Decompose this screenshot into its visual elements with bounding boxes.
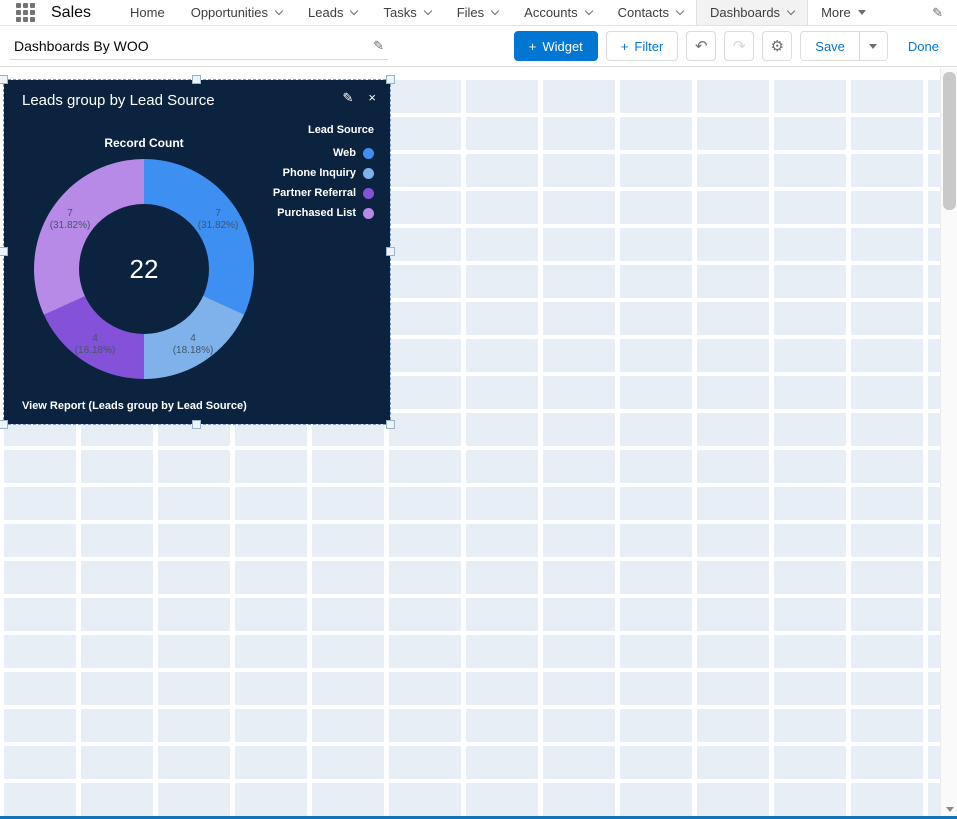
edit-widget-pencil-icon[interactable]: ✎	[342, 90, 354, 105]
nav-item-more[interactable]: More	[808, 0, 879, 25]
nav-item-label: Contacts	[617, 5, 669, 20]
save-dropdown-button[interactable]	[859, 31, 888, 61]
arrow-down-icon	[945, 807, 954, 812]
done-button-label: Done	[907, 38, 939, 54]
selected-widget-container[interactable]: Leads group by Lead Source ✎ × Record Co…	[0, 75, 395, 429]
legend-dot	[363, 187, 374, 199]
edit-title-pencil-icon[interactable]: ✎	[373, 37, 384, 53]
chevron-down-icon	[786, 6, 796, 15]
chevron-down-icon	[274, 6, 284, 15]
scrollbar-thumb[interactable]	[943, 72, 956, 210]
plus-icon: +	[620, 38, 629, 54]
resize-handle-middle-right[interactable]	[386, 247, 395, 256]
nav-item-opportunities[interactable]: Opportunities	[178, 0, 295, 25]
resize-handle-bottom-right[interactable]	[386, 420, 395, 429]
chevron-down-icon	[423, 6, 432, 15]
dashboard-title: Dashboards By WOO	[14, 37, 149, 54]
chart-legend: Lead Source Web Phone Inquiry Partner Re…	[273, 124, 374, 219]
nav-item-label: Accounts	[524, 5, 578, 20]
gear-icon: ⚙	[770, 38, 784, 55]
nav-item-contacts[interactable]: Contacts	[605, 0, 696, 25]
legend-title: Lead Source	[307, 124, 374, 136]
legend-item-phone-inquiry[interactable]: Phone Inquiry	[283, 167, 374, 179]
nav-item-label: Dashboards	[709, 5, 781, 20]
caret-down-icon	[857, 10, 866, 15]
legend-dot	[363, 167, 374, 179]
widget-actions: ✎ ×	[343, 90, 377, 106]
nav-item-label: Files	[456, 5, 485, 20]
dashboard-title-field[interactable]: Dashboards By WOO ✎	[10, 33, 388, 60]
legend-label: Partner Referral	[272, 187, 356, 199]
resize-handle-top-left[interactable]	[0, 75, 8, 84]
resize-handle-bottom-left[interactable]	[0, 420, 8, 429]
edit-navigation-pencil-icon[interactable]: ✎	[932, 4, 943, 20]
slice-label-partner-referral: 4 (18.18%)	[74, 333, 116, 356]
donut-center-total: 22	[79, 204, 209, 334]
undo-button[interactable]: ↶	[686, 31, 717, 61]
nav-item-leads[interactable]: Leads	[295, 0, 370, 25]
chart-title: Record Count	[104, 136, 184, 150]
legend-item-partner-referral[interactable]: Partner Referral	[273, 187, 374, 199]
app-name: Sales	[51, 3, 92, 21]
plus-icon: +	[528, 38, 537, 54]
legend-label: Web	[332, 147, 356, 159]
resize-handle-middle-left[interactable]	[0, 247, 8, 256]
scrollbar-down-button[interactable]	[941, 802, 957, 817]
legend-label: Phone Inquiry	[282, 167, 356, 179]
chevron-down-icon	[350, 6, 359, 15]
filter-button-label: Filter	[634, 38, 664, 54]
nav-item-dashboards[interactable]: Dashboards	[695, 0, 809, 25]
legend-dot	[363, 207, 374, 219]
nav-item-label: Home	[130, 5, 165, 20]
caret-down-icon	[869, 43, 878, 49]
nav-item-accounts[interactable]: Accounts	[511, 0, 604, 25]
toolbar-actions: + Widget + Filter ↶ ↷ ⚙ Save Done	[513, 31, 947, 61]
slice-label-web: 7 (31.82%)	[197, 208, 239, 231]
dashboard-properties-button[interactable]: ⚙	[762, 31, 793, 61]
legend-item-web[interactable]: Web	[333, 147, 374, 159]
donut-chart-area: 22 7 (31.82%) 4 (18.18%) 4 (18.18%) 7 (3…	[34, 159, 254, 379]
resize-handle-top-middle[interactable]	[192, 75, 201, 84]
save-button-label: Save	[815, 38, 845, 54]
redo-button[interactable]: ↷	[724, 31, 755, 61]
save-button[interactable]: Save	[800, 31, 860, 61]
chevron-down-icon	[490, 6, 500, 15]
slice-label-purchased-list: 7 (31.82%)	[49, 208, 91, 231]
chevron-down-icon	[675, 6, 685, 15]
chevron-down-icon	[584, 6, 593, 15]
nav-item-label: More	[821, 5, 851, 20]
remove-widget-close-icon[interactable]: ×	[368, 90, 376, 105]
slice-label-phone-inquiry: 4 (18.18%)	[172, 333, 214, 356]
add-widget-button[interactable]: + Widget	[513, 31, 598, 61]
widget-button-label: Widget	[542, 38, 583, 54]
chart-widget[interactable]: Leads group by Lead Source ✎ × Record Co…	[4, 80, 390, 424]
total-records-value: 22	[129, 253, 159, 284]
save-split-button: Save	[800, 31, 888, 61]
resize-handle-bottom-middle[interactable]	[192, 420, 201, 429]
done-button[interactable]: Done	[900, 31, 947, 61]
nav-item-label: Tasks	[383, 5, 417, 20]
nav-item-tasks[interactable]: Tasks	[370, 0, 443, 25]
nav-item-label: Opportunities	[190, 5, 269, 20]
legend-dot	[363, 147, 374, 159]
legend-item-purchased-list[interactable]: Purchased List	[277, 207, 374, 219]
nav-item-label: Leads	[308, 5, 344, 20]
widget-title: Leads group by Lead Source	[22, 92, 215, 109]
nav-item-home[interactable]: Home	[117, 0, 178, 25]
legend-label: Purchased List	[277, 207, 356, 219]
top-navigation-bar: Sales Home Opportunities Leads Tasks Fil…	[0, 0, 957, 26]
redo-icon: ↷	[732, 38, 746, 55]
dashboard-edit-toolbar: Dashboards By WOO ✎ + Widget + Filter ↶ …	[0, 26, 957, 67]
add-filter-button[interactable]: + Filter	[605, 31, 679, 61]
view-report-link[interactable]: View Report (Leads group by Lead Source)	[22, 400, 247, 412]
nav-item-files[interactable]: Files	[444, 0, 511, 25]
dashboard-canvas: Leads group by Lead Source ✎ × Record Co…	[0, 68, 940, 816]
app-launcher-icon[interactable]	[16, 3, 35, 22]
resize-handle-top-right[interactable]	[386, 75, 395, 84]
vertical-scrollbar[interactable]	[940, 68, 957, 819]
undo-icon: ↶	[694, 38, 708, 55]
bottom-accent-bar	[0, 816, 957, 819]
